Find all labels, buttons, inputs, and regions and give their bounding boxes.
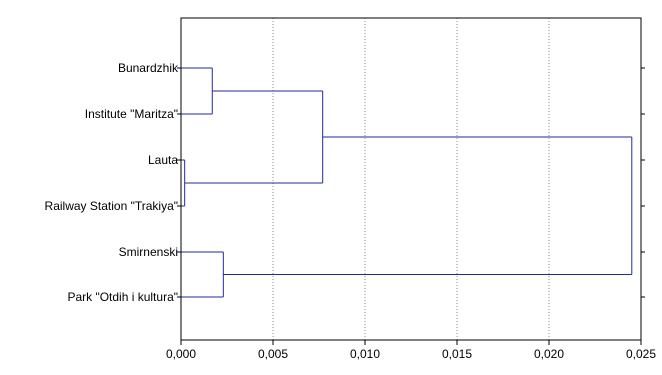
leaf-label: Park "Otdih i kultura" [67,290,178,304]
x-tick-label: 0,000 [166,347,196,361]
tick-layer: 0,000 0,005 0,010 0,015 0,020 0,025 [166,67,656,361]
leaf-label: Railway Station "Trakiya" [45,199,178,213]
leaf-label: Lauta [148,153,178,167]
leaf-label: Institute "Maritza" [85,107,178,121]
x-tick-label: 0,015 [442,347,472,361]
x-tick-label: 0,020 [534,347,564,361]
grid-layer [272,18,550,340]
leaf-label: Bunardzhik [118,61,179,75]
leaf-label: Smirnenski [119,245,178,259]
link-layer [181,67,633,298]
x-tick-label: 0,005 [258,347,288,361]
plot-frame [180,17,642,341]
x-tick-label: 0,010 [350,347,380,361]
label-layer: Bunardzhik Institute "Maritza" Lauta Railwa… [45,61,179,304]
x-tick-label: 0,025 [626,347,656,361]
